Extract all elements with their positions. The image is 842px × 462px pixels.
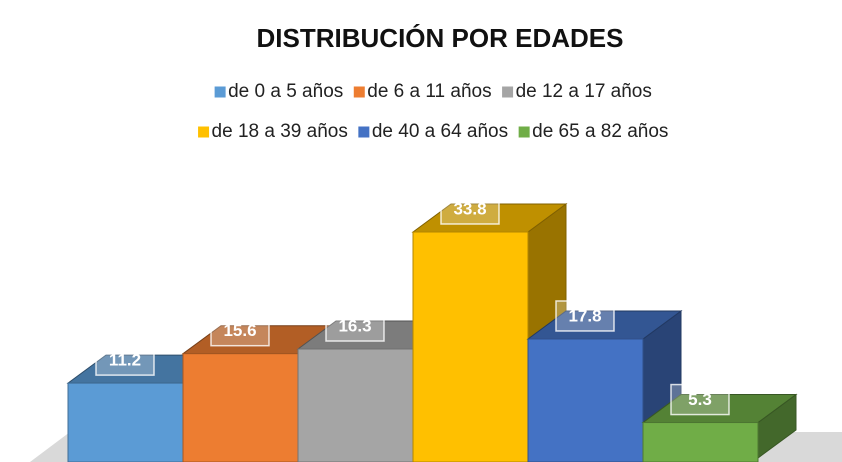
legend-label: de 18 a 39 años xyxy=(212,121,348,142)
legend-label: de 6 a 11 años xyxy=(367,81,491,102)
value-label: 5.3 xyxy=(688,390,712,409)
bar xyxy=(642,422,759,462)
legend-swatch xyxy=(352,85,366,99)
bar xyxy=(412,231,529,462)
legend-swatch xyxy=(501,85,515,99)
value-label-box xyxy=(555,300,615,332)
value-label: 15.6 xyxy=(223,321,256,340)
value-label-box xyxy=(325,310,385,342)
legend-label: de 12 a 17 años xyxy=(516,81,652,102)
legend-label: de 65 a 82 años xyxy=(532,121,668,142)
value-label: 17.8 xyxy=(568,306,601,325)
legend-swatch xyxy=(213,85,227,99)
bar xyxy=(297,348,414,462)
bar xyxy=(182,353,299,462)
value-label: 33.8 xyxy=(453,199,486,218)
legend-swatch xyxy=(357,125,371,139)
value-label-box xyxy=(95,344,155,376)
chart-title: DISTRIBUCIÓN POR EDADES xyxy=(257,23,624,53)
value-label: 16.3 xyxy=(338,316,371,335)
bar xyxy=(67,382,184,462)
bar xyxy=(527,338,644,462)
value-label-box xyxy=(670,383,730,416)
value-label-box xyxy=(210,314,270,347)
value-label-box xyxy=(440,193,500,225)
legend-swatch xyxy=(517,125,531,139)
legend-label: de 0 a 5 años xyxy=(228,81,343,102)
value-label: 11.2 xyxy=(109,351,141,370)
legend-label: de 40 a 64 años xyxy=(372,121,508,142)
legend-swatch xyxy=(197,125,211,139)
